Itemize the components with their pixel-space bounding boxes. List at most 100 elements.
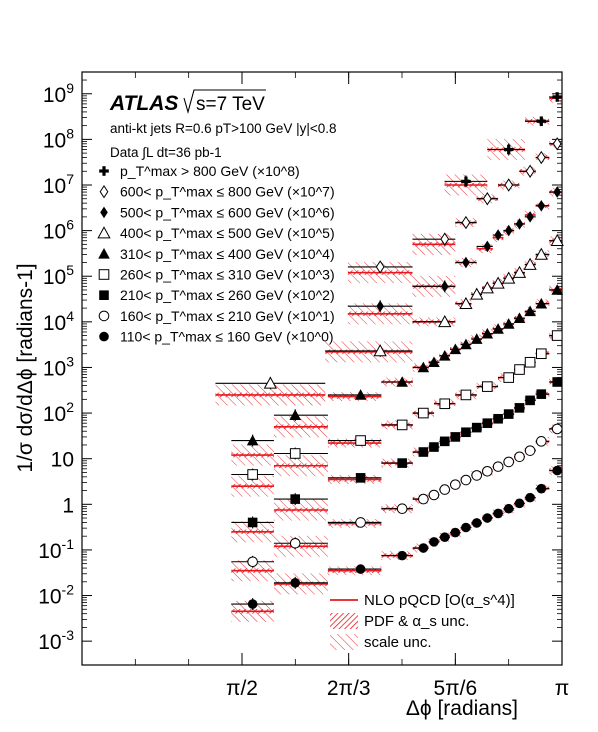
data-point <box>552 465 562 476</box>
legend-series-label: 160< p_T^max ≤ 210 GeV (×10^1) <box>120 308 335 324</box>
y-tick-label: 106 <box>43 217 74 244</box>
data-point <box>438 314 452 328</box>
data-point <box>459 296 473 309</box>
legend-series-label: 310< p_T^max ≤ 400 GeV (×10^4) <box>120 246 335 262</box>
data-point <box>503 503 514 514</box>
legend-series-label: 260< p_T^max ≤ 310 GeV (×10^3) <box>120 267 335 283</box>
data-point <box>492 461 504 472</box>
data-point <box>439 436 450 447</box>
data-point <box>492 323 504 334</box>
data-point <box>439 484 451 495</box>
y-tick-label: 10-2 <box>38 582 74 609</box>
data-point <box>513 312 526 324</box>
data-point <box>553 186 561 198</box>
data-point <box>551 330 563 341</box>
data-point <box>290 578 301 588</box>
data-point <box>289 448 301 459</box>
data-point <box>493 413 503 424</box>
data-point <box>525 492 535 503</box>
data-point <box>502 271 516 284</box>
legend-bottom-label: NLO pQCD [O(α_s^4)] <box>364 592 515 609</box>
data-point <box>98 248 110 259</box>
data-point <box>449 343 462 355</box>
data-point <box>536 483 547 494</box>
legend-bottom-label: scale unc. <box>364 634 432 651</box>
data-point <box>524 305 536 317</box>
data-point <box>536 436 547 447</box>
data-point <box>99 290 109 300</box>
data-point <box>355 473 366 483</box>
data-point <box>396 376 408 387</box>
x-tick-label: 2π/3 <box>327 677 371 700</box>
data-point <box>355 435 366 446</box>
y-tick-label: 103 <box>43 353 74 380</box>
data-point <box>428 356 440 368</box>
data-point <box>551 423 563 435</box>
data-point <box>428 489 440 501</box>
energy-label: s=7 TeV <box>196 94 265 115</box>
jet-info: anti-kt jets R=0.6 pT>100 GeV |y|<0.8 <box>110 121 337 136</box>
data-point <box>376 300 384 313</box>
data-point <box>482 418 493 428</box>
data-point <box>504 224 513 237</box>
x-tick-label: 5π/6 <box>433 677 477 700</box>
data-point <box>514 498 525 509</box>
data-point <box>471 470 483 481</box>
legend-band <box>330 613 358 629</box>
data-point <box>525 395 535 406</box>
data-point <box>418 407 429 419</box>
data-point <box>494 229 502 241</box>
data-point <box>550 233 564 247</box>
data-point <box>355 564 366 574</box>
legend-band <box>330 634 358 650</box>
data-point <box>355 517 366 528</box>
data-point <box>525 164 535 178</box>
data-point <box>526 211 534 223</box>
data-point <box>514 364 525 375</box>
data-point <box>480 281 494 294</box>
legend-bottom-label: PDF & α_s unc. <box>364 613 469 630</box>
y-tick-label: 104 <box>43 308 74 335</box>
data-point <box>375 260 385 274</box>
data-point <box>482 381 493 392</box>
y-tick-label: 1 <box>62 494 74 517</box>
data-point <box>552 377 562 387</box>
data-point <box>460 338 472 350</box>
data-point <box>289 537 301 549</box>
data-point <box>417 361 430 373</box>
y-tick-label: 105 <box>43 262 74 289</box>
data-point <box>247 556 258 568</box>
y-tick-label: 10-1 <box>38 536 74 563</box>
data-point <box>502 318 515 329</box>
data-point <box>507 144 511 155</box>
data-point <box>373 344 387 357</box>
y-axis-label-group: 1/σ dσ/dΔϕ [radians-1] <box>14 263 37 472</box>
sqrt-sign <box>183 89 266 115</box>
data-point <box>439 532 450 543</box>
data-point <box>438 350 451 361</box>
data-point <box>481 327 494 339</box>
data-point <box>504 178 514 192</box>
data-point <box>523 257 537 270</box>
data-point <box>464 176 468 187</box>
data-point <box>555 92 559 102</box>
x-tick-label: π/2 <box>226 677 258 700</box>
data-point <box>536 389 547 399</box>
data-point <box>98 269 110 280</box>
data-point <box>290 494 301 504</box>
x-axis-label: Δϕ [radians] <box>406 697 518 720</box>
data-point <box>512 265 527 278</box>
data-point <box>536 150 546 165</box>
data-point <box>539 116 543 127</box>
data-point <box>418 543 429 553</box>
data-point <box>102 166 106 176</box>
y-tick-label: 108 <box>43 125 74 152</box>
data-point <box>514 403 525 413</box>
data-point <box>396 503 408 515</box>
data-point <box>524 356 536 368</box>
data-point <box>460 389 472 401</box>
data-point <box>471 422 482 433</box>
data-point <box>450 479 461 490</box>
data-point <box>396 419 408 431</box>
